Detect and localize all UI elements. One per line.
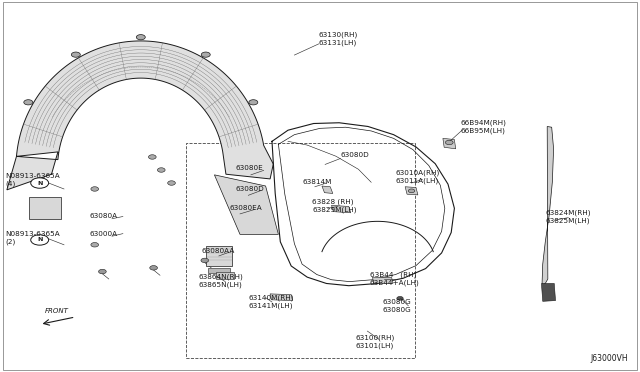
Text: 63080D: 63080D	[236, 186, 264, 192]
Text: 63140M(RH)
63141M(LH): 63140M(RH) 63141M(LH)	[248, 294, 294, 308]
Circle shape	[157, 168, 165, 172]
Circle shape	[24, 100, 33, 105]
Polygon shape	[214, 175, 278, 234]
Circle shape	[31, 235, 49, 245]
Polygon shape	[405, 187, 418, 195]
Text: 63824M(RH)
63825M(LH): 63824M(RH) 63825M(LH)	[545, 209, 591, 224]
Text: 63080EA: 63080EA	[229, 205, 262, 211]
Circle shape	[99, 269, 106, 274]
Text: 63080G
63080G: 63080G 63080G	[383, 299, 412, 312]
Text: 63080D: 63080D	[340, 153, 369, 158]
Text: N08913-6365A
(4): N08913-6365A (4)	[5, 173, 60, 187]
Circle shape	[249, 100, 258, 105]
Text: 63130(RH)
63131(LH): 63130(RH) 63131(LH)	[319, 32, 358, 46]
Circle shape	[445, 140, 453, 145]
Bar	[186, 143, 415, 358]
Text: 63B44   (RH)
63B44+A(LH): 63B44 (RH) 63B44+A(LH)	[370, 271, 420, 285]
Text: 63080A: 63080A	[90, 213, 118, 219]
Text: 66B94M(RH)
66B95M(LH): 66B94M(RH) 66B95M(LH)	[461, 119, 507, 134]
Text: 63080AA: 63080AA	[202, 248, 235, 254]
Circle shape	[148, 155, 156, 159]
Polygon shape	[208, 268, 230, 273]
Polygon shape	[216, 272, 234, 279]
Text: N: N	[37, 180, 42, 186]
Circle shape	[408, 189, 415, 193]
Text: 63864N(RH)
63865N(LH): 63864N(RH) 63865N(LH)	[198, 274, 243, 288]
Text: N08913-6365A
(2): N08913-6365A (2)	[5, 231, 60, 245]
Text: 63000A: 63000A	[90, 231, 118, 237]
Text: J63000VH: J63000VH	[591, 354, 628, 363]
Polygon shape	[443, 138, 456, 149]
Circle shape	[91, 243, 99, 247]
Circle shape	[201, 52, 210, 57]
Text: N: N	[37, 237, 42, 243]
Polygon shape	[322, 186, 333, 193]
Circle shape	[72, 52, 81, 57]
Polygon shape	[332, 205, 351, 213]
Polygon shape	[541, 283, 556, 301]
Polygon shape	[29, 197, 61, 219]
Polygon shape	[372, 277, 393, 283]
Text: FRONT: FRONT	[44, 308, 68, 314]
Circle shape	[91, 187, 99, 191]
Polygon shape	[270, 294, 292, 301]
Text: 63828 (RH)
63829M(LH): 63828 (RH) 63829M(LH)	[312, 198, 357, 212]
Text: 63100(RH)
63101(LH): 63100(RH) 63101(LH)	[355, 334, 394, 349]
Circle shape	[397, 296, 403, 300]
Text: 63080E: 63080E	[236, 165, 263, 171]
Circle shape	[31, 178, 49, 188]
Text: 63814M: 63814M	[302, 179, 332, 185]
Circle shape	[168, 181, 175, 185]
Polygon shape	[7, 41, 273, 190]
Circle shape	[136, 35, 145, 40]
Circle shape	[150, 266, 157, 270]
Polygon shape	[206, 246, 232, 266]
Polygon shape	[542, 126, 554, 285]
Circle shape	[201, 258, 209, 263]
Text: 63010A(RH)
63011A(LH): 63010A(RH) 63011A(LH)	[396, 170, 440, 184]
